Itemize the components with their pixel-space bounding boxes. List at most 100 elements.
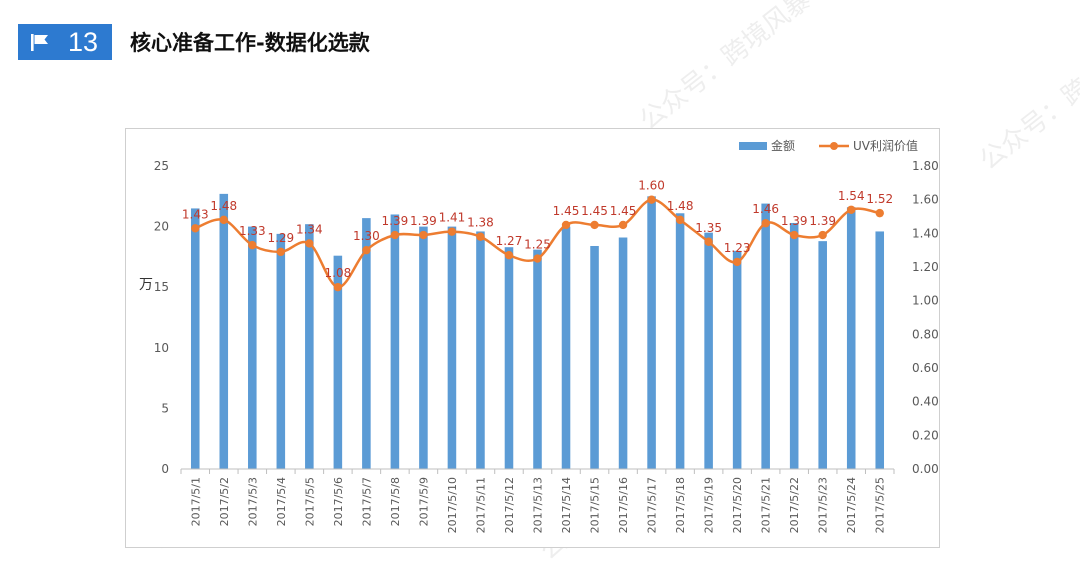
line-point [561,220,571,230]
line-point [447,227,457,236]
x-tick-label: 2017/5/2 [218,477,231,526]
x-tick-label: 2017/5/1 [189,477,202,526]
bar [362,218,371,469]
y2-tick-label: 0.20 [912,428,939,442]
line-point [333,283,343,292]
data-label: 1.39 [809,214,836,228]
bar [675,213,685,469]
data-label: 1.41 [439,211,466,225]
page-title: 核心准备工作-数据化选款 [130,31,370,55]
section-number: 13 [68,26,99,57]
legend-label: 金额 [771,138,795,153]
x-tick-label: 2017/5/20 [731,477,744,533]
bar [305,224,314,469]
x-tick-label: 2017/5/25 [874,477,887,533]
x-tick-label: 2017/5/13 [532,477,545,533]
x-tick-label: 2017/5/19 [703,477,716,533]
line-point [533,254,542,263]
legend-line-marker [830,142,838,150]
data-label: 1.45 [553,204,580,218]
watermark-text: 公众号：跨境风暴 [634,0,817,137]
x-tick-label: 2017/5/10 [446,477,459,533]
y2-tick-label: 0.40 [912,395,939,409]
y2-tick-label: 1.40 [912,226,939,240]
line-point [276,247,286,257]
x-tick-label: 2017/5/7 [360,477,373,526]
x-tick-label: 2017/5/24 [845,477,858,533]
bar [447,226,457,469]
x-tick-label: 2017/5/3 [246,477,259,526]
bar [704,232,713,469]
bar [561,226,571,469]
data-label: 1.43 [182,207,209,221]
data-label: 1.29 [267,231,294,245]
data-label: 1.23 [724,241,751,255]
data-label: 1.39 [410,214,437,228]
slide-header: 13 核心准备工作-数据化选款 [18,24,370,60]
bar [818,241,827,469]
line-point [248,240,257,250]
data-label: 1.08 [325,266,352,280]
x-tick-label: 2017/5/14 [560,477,573,533]
data-label: 1.27 [496,234,523,248]
y-tick-label: 10 [154,341,169,355]
y-tick-label: 20 [154,220,169,234]
data-label: 1.33 [239,224,266,238]
x-tick-label: 2017/5/8 [389,477,402,526]
x-tick-label: 2017/5/22 [788,477,801,533]
line-point [590,220,599,230]
x-tick-label: 2017/5/9 [417,477,430,526]
data-label: 1.39 [781,214,808,228]
x-tick-label: 2017/5/21 [760,477,773,533]
bar [732,250,742,469]
x-tick-label: 2017/5/4 [275,477,288,526]
x-tick-label: 2017/5/5 [303,477,316,526]
line-point [191,224,200,233]
legend-label: UV利润价值 [853,138,918,153]
y2-tick-label: 1.80 [912,159,939,173]
x-tick-label: 2017/5/16 [617,477,630,533]
y2-tick-label: 1.00 [912,294,939,308]
bar [248,226,257,469]
y2-tick-label: 0.60 [912,361,939,375]
data-label: 1.25 [524,238,551,252]
line-point [875,208,884,218]
watermark-text: 公众号：跨境风暴 [974,24,1080,177]
line-point [390,230,400,240]
y-tick-label: 25 [154,159,169,173]
data-label: 1.46 [752,202,779,216]
data-label: 1.30 [353,229,380,243]
line-point [476,232,485,241]
line-point [219,215,228,225]
line-point [818,230,827,240]
bar [761,203,770,469]
x-tick-label: 2017/5/18 [674,477,687,533]
y-tick-label: 15 [154,280,169,294]
line-point [504,251,514,260]
data-label: 1.34 [296,222,323,236]
line-point [761,219,770,228]
bar [533,249,542,469]
data-label: 1.54 [838,189,865,203]
line-point [847,205,856,214]
line-point [419,230,428,240]
y2-tick-label: 0.00 [912,462,939,476]
bar [504,247,514,469]
y-tick-label: 5 [161,401,169,415]
bar [789,222,799,469]
flag-icon [30,32,50,52]
line-point [732,257,742,267]
bar [590,245,599,469]
y2-tick-label: 1.20 [912,260,939,274]
data-label: 1.60 [638,179,665,193]
line-point [675,215,685,225]
bar [219,193,229,469]
line-point [789,230,799,240]
bar [419,226,428,469]
data-label: 1.45 [610,204,637,218]
bar [276,233,286,469]
line-point [362,245,371,255]
x-tick-label: 2017/5/6 [332,477,345,526]
y2-tick-label: 1.60 [912,193,939,207]
x-tick-label: 2017/5/15 [589,477,602,533]
